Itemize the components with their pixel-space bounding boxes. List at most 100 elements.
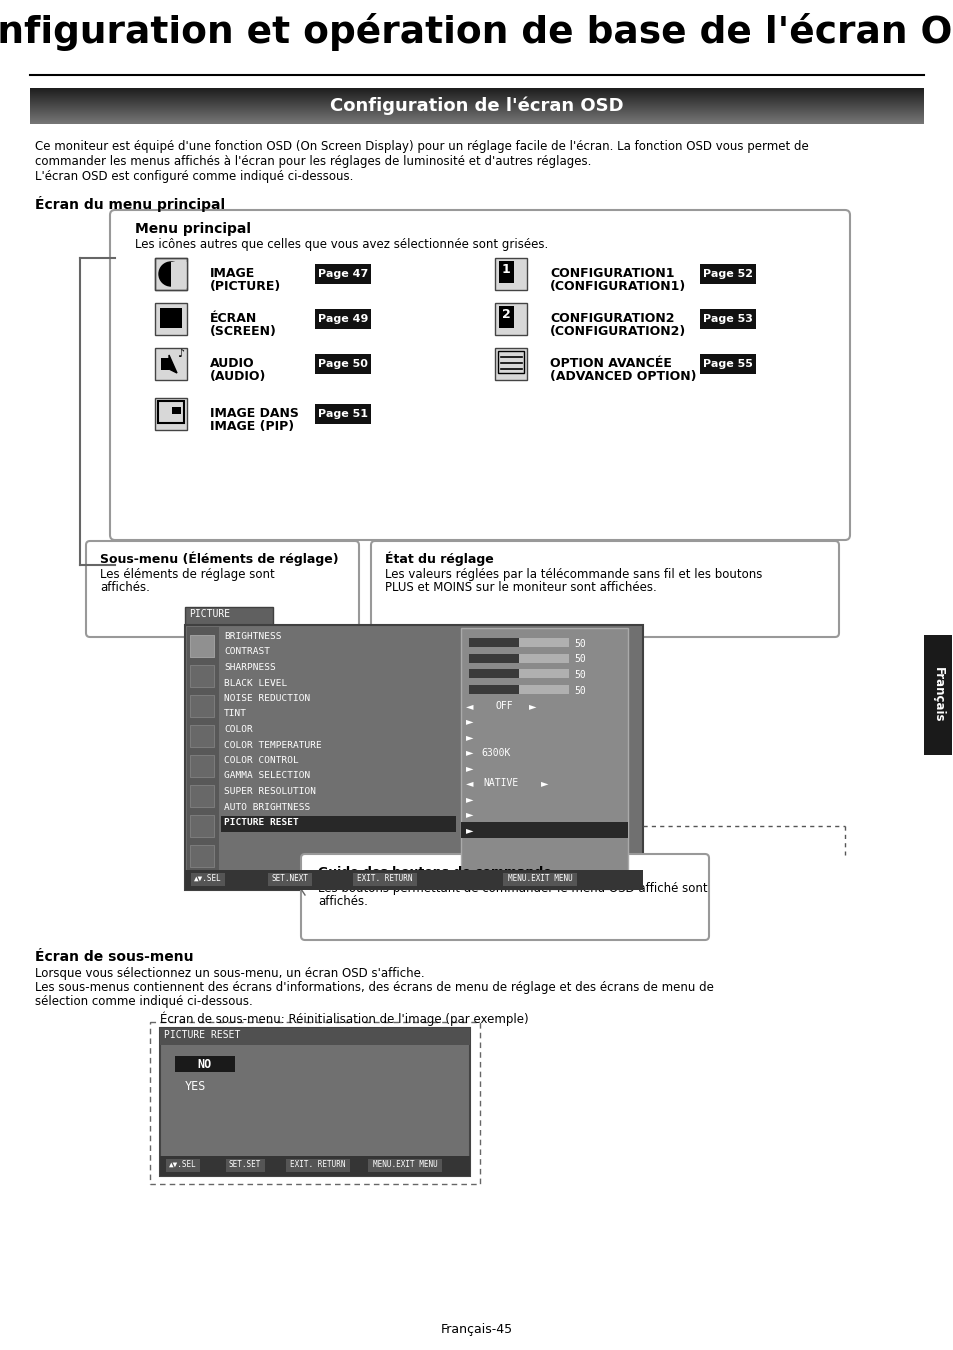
Bar	[160, 1027, 470, 1045]
Text: CONTRAST: CONTRAST	[224, 648, 270, 656]
Bar	[469, 684, 568, 694]
Text: NO: NO	[197, 1057, 212, 1071]
Bar	[174, 1056, 234, 1072]
Bar	[923, 634, 951, 755]
Text: ►: ►	[465, 825, 473, 836]
Text: (ADVANCED OPTION): (ADVANCED OPTION)	[550, 370, 696, 383]
Bar	[495, 258, 526, 290]
Text: État du réglage: État du réglage	[385, 552, 494, 567]
Text: Sous-menu (Éléments de réglage): Sous-menu (Éléments de réglage)	[100, 552, 338, 567]
Text: affichés.: affichés.	[317, 895, 368, 909]
FancyBboxPatch shape	[301, 855, 708, 940]
Text: ÉCRAN: ÉCRAN	[210, 312, 257, 325]
Text: Écran de sous-menu: Réinitialisation de l'image (par exemple): Écran de sous-menu: Réinitialisation de …	[160, 1012, 528, 1026]
Bar	[190, 634, 213, 657]
Text: NOISE REDUCTION: NOISE REDUCTION	[224, 694, 310, 703]
Text: YES: YES	[185, 1080, 206, 1094]
Bar	[495, 348, 526, 379]
Text: SET.NEXT: SET.NEXT	[272, 873, 308, 883]
Text: COLOR TEMPERATURE: COLOR TEMPERATURE	[224, 741, 321, 749]
Text: sélection comme indiqué ci-dessous.: sélection comme indiqué ci-dessous.	[35, 995, 253, 1008]
Text: 50: 50	[574, 655, 585, 664]
Text: Page 52: Page 52	[702, 269, 752, 279]
Bar	[314, 404, 371, 424]
Text: L'écran OSD est configuré comme indiqué ci-dessous.: L'écran OSD est configuré comme indiqué …	[35, 170, 353, 184]
Text: affichés.: affichés.	[100, 580, 150, 594]
Bar	[469, 653, 568, 663]
Text: SET.SET: SET.SET	[229, 1160, 261, 1169]
Text: Les boutons permettant de commander le menu OSD affiché sont: Les boutons permettant de commander le m…	[317, 882, 707, 895]
Text: ►: ►	[465, 717, 473, 726]
Bar	[700, 265, 755, 284]
Bar	[172, 406, 181, 414]
Text: Écran du menu principal: Écran du menu principal	[35, 196, 225, 212]
FancyBboxPatch shape	[110, 211, 849, 540]
Bar	[498, 261, 514, 284]
Bar	[495, 302, 526, 335]
Text: ▲▼.SEL: ▲▼.SEL	[193, 873, 222, 883]
Text: BLACK LEVEL: BLACK LEVEL	[224, 679, 287, 687]
Bar	[221, 815, 456, 832]
Text: MENU.EXIT MENU: MENU.EXIT MENU	[507, 873, 572, 883]
Bar	[154, 398, 187, 431]
Text: SHARPNESS: SHARPNESS	[224, 663, 275, 672]
Text: ►: ►	[465, 763, 473, 774]
Bar	[353, 873, 416, 886]
Bar	[314, 309, 371, 329]
Text: ◄: ◄	[465, 779, 473, 788]
Bar	[460, 628, 627, 890]
Bar	[497, 351, 523, 373]
Text: COLOR CONTROL: COLOR CONTROL	[224, 756, 298, 765]
Text: Configuration et opération de base de l'écran OSD: Configuration et opération de base de l'…	[0, 14, 953, 51]
Text: IMAGE DANS: IMAGE DANS	[210, 406, 298, 420]
Text: COLOR: COLOR	[224, 725, 253, 734]
Bar	[154, 258, 187, 290]
Text: Menu principal: Menu principal	[135, 221, 251, 236]
Text: OPTION AVANCÉE: OPTION AVANCÉE	[550, 356, 671, 370]
Bar	[469, 670, 518, 678]
Bar	[150, 1022, 479, 1184]
Bar	[154, 348, 187, 379]
Text: (SCREEN): (SCREEN)	[210, 325, 276, 338]
Bar	[368, 1160, 441, 1172]
Text: 2: 2	[501, 308, 510, 321]
Bar	[502, 873, 577, 886]
Text: IMAGE (PIP): IMAGE (PIP)	[210, 420, 294, 433]
Text: ▲▼.SEL: ▲▼.SEL	[169, 1160, 196, 1169]
Bar	[160, 1027, 470, 1176]
Text: OFF: OFF	[496, 701, 513, 711]
Text: BRIGHTNESS: BRIGHTNESS	[224, 632, 281, 641]
Text: 1: 1	[501, 263, 510, 275]
Text: PICTURE RESET: PICTURE RESET	[164, 1030, 240, 1040]
Text: GAMMA SELECTION: GAMMA SELECTION	[224, 771, 310, 780]
FancyBboxPatch shape	[86, 541, 358, 637]
Bar	[185, 869, 642, 890]
Circle shape	[159, 262, 183, 286]
Text: ◄: ◄	[465, 701, 473, 711]
Text: Configuration de l'écran OSD: Configuration de l'écran OSD	[330, 97, 623, 115]
Bar	[314, 265, 371, 284]
Text: PICTURE: PICTURE	[189, 609, 230, 620]
Bar	[191, 873, 225, 886]
Text: ►: ►	[465, 732, 473, 742]
Text: Page 53: Page 53	[702, 315, 752, 324]
Text: Page 50: Page 50	[317, 359, 368, 369]
Bar	[166, 1160, 200, 1172]
Bar	[187, 626, 219, 888]
Text: 50: 50	[574, 639, 585, 649]
Text: ♪: ♪	[177, 350, 184, 359]
Text: commander les menus affichés à l'écran pour les réglages de luminosité et d'autr: commander les menus affichés à l'écran p…	[35, 155, 591, 167]
Text: AUDIO: AUDIO	[210, 356, 254, 370]
Text: Français: Français	[930, 667, 943, 722]
Text: EXIT. RETURN: EXIT. RETURN	[290, 1160, 345, 1169]
Bar	[185, 625, 642, 890]
Bar	[171, 262, 187, 288]
Text: AUTO BRIGHTNESS: AUTO BRIGHTNESS	[224, 802, 310, 811]
Bar	[190, 634, 213, 657]
Text: TINT: TINT	[224, 710, 247, 718]
Bar	[469, 639, 568, 647]
Bar	[286, 1160, 350, 1172]
Text: Ce moniteur est équipé d'une fonction OSD (On Screen Display) pour un réglage fa: Ce moniteur est équipé d'une fonction OS…	[35, 140, 808, 153]
Text: ►: ►	[465, 748, 473, 757]
Bar	[469, 670, 568, 678]
